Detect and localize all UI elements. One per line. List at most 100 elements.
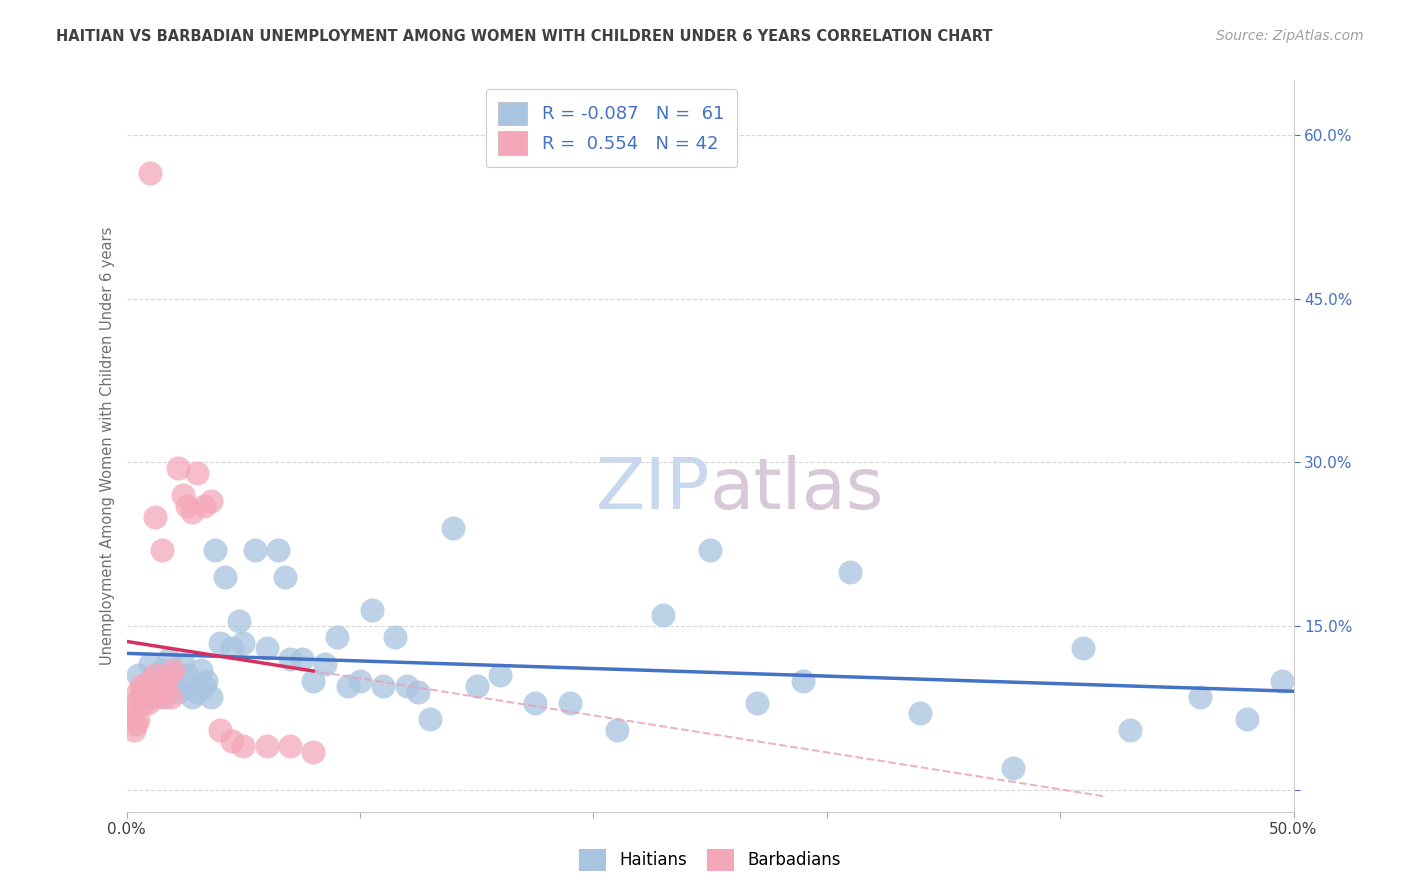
- Point: [221, 640, 243, 655]
- Point: [408, 684, 430, 698]
- Point: [190, 663, 212, 677]
- Point: [174, 679, 197, 693]
- Point: [180, 690, 202, 704]
- Point: [302, 745, 325, 759]
- Point: [134, 679, 156, 693]
- Point: [419, 712, 441, 726]
- Point: [278, 652, 301, 666]
- Point: [146, 673, 169, 688]
- Text: atlas: atlas: [710, 456, 884, 524]
- Text: Source: ZipAtlas.com: Source: ZipAtlas.com: [1216, 29, 1364, 43]
- Point: [143, 668, 166, 682]
- Point: [136, 684, 159, 698]
- Point: [127, 668, 149, 682]
- Point: [349, 673, 371, 688]
- Point: [243, 542, 266, 557]
- Point: [302, 673, 325, 688]
- Point: [193, 679, 215, 693]
- Point: [139, 166, 162, 180]
- Point: [127, 684, 149, 698]
- Point: [160, 690, 183, 704]
- Point: [150, 663, 173, 677]
- Point: [221, 733, 243, 747]
- Point: [200, 493, 222, 508]
- Point: [1236, 712, 1258, 726]
- Point: [232, 739, 254, 754]
- Point: [792, 673, 814, 688]
- Point: [208, 723, 231, 737]
- Point: [157, 668, 180, 682]
- Point: [193, 499, 215, 513]
- Point: [157, 679, 180, 693]
- Point: [162, 673, 184, 688]
- Point: [839, 565, 862, 579]
- Point: [134, 679, 156, 693]
- Point: [172, 657, 194, 672]
- Point: [125, 696, 148, 710]
- Point: [384, 630, 406, 644]
- Point: [465, 679, 488, 693]
- Point: [167, 684, 190, 698]
- Point: [176, 668, 198, 682]
- Point: [176, 499, 198, 513]
- Point: [157, 652, 180, 666]
- Point: [129, 690, 152, 704]
- Point: [143, 684, 166, 698]
- Y-axis label: Unemployment Among Women with Children Under 6 years: Unemployment Among Women with Children U…: [100, 227, 115, 665]
- Point: [143, 510, 166, 524]
- Point: [325, 630, 347, 644]
- Point: [150, 673, 173, 688]
- Legend: Haitians, Barbadians: Haitians, Barbadians: [567, 836, 853, 884]
- Point: [186, 684, 208, 698]
- Point: [200, 690, 222, 704]
- Point: [278, 739, 301, 754]
- Point: [606, 723, 628, 737]
- Point: [908, 706, 931, 721]
- Point: [274, 570, 297, 584]
- Point: [122, 723, 145, 737]
- Point: [395, 679, 418, 693]
- Point: [129, 679, 152, 693]
- Point: [699, 542, 721, 557]
- Text: ZIP: ZIP: [596, 456, 710, 524]
- Point: [1189, 690, 1212, 704]
- Point: [745, 696, 768, 710]
- Point: [125, 717, 148, 731]
- Point: [146, 679, 169, 693]
- Point: [523, 696, 546, 710]
- Point: [256, 640, 278, 655]
- Point: [139, 673, 162, 688]
- Point: [232, 635, 254, 649]
- Point: [139, 657, 162, 672]
- Point: [120, 712, 142, 726]
- Point: [134, 690, 156, 704]
- Point: [167, 460, 190, 475]
- Point: [194, 673, 217, 688]
- Point: [290, 652, 312, 666]
- Point: [1119, 723, 1142, 737]
- Point: [1002, 761, 1025, 775]
- Point: [267, 542, 290, 557]
- Point: [256, 739, 278, 754]
- Point: [204, 542, 226, 557]
- Point: [132, 696, 155, 710]
- Point: [1073, 640, 1095, 655]
- Point: [155, 684, 177, 698]
- Text: HAITIAN VS BARBADIAN UNEMPLOYMENT AMONG WOMEN WITH CHILDREN UNDER 6 YEARS CORREL: HAITIAN VS BARBADIAN UNEMPLOYMENT AMONG …: [56, 29, 993, 44]
- Point: [141, 690, 163, 704]
- Point: [214, 570, 236, 584]
- Point: [122, 701, 145, 715]
- Point: [136, 696, 159, 710]
- Point: [652, 608, 675, 623]
- Point: [148, 690, 170, 704]
- Point: [186, 467, 208, 481]
- Point: [373, 679, 395, 693]
- Point: [172, 488, 194, 502]
- Point: [314, 657, 336, 672]
- Point: [127, 712, 149, 726]
- Point: [337, 679, 360, 693]
- Point: [153, 690, 176, 704]
- Point: [153, 679, 176, 693]
- Point: [180, 504, 202, 518]
- Point: [558, 696, 581, 710]
